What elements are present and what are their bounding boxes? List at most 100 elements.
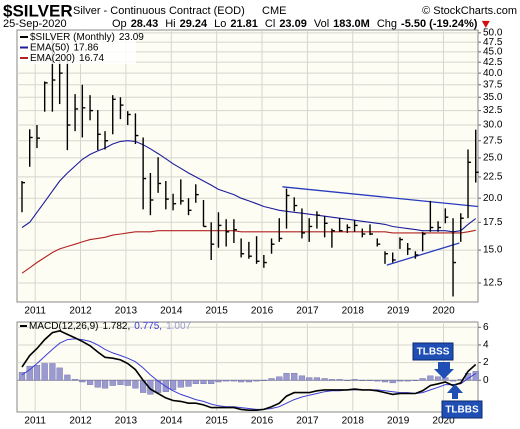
y-tick-label: 47.5 [483,37,503,48]
x-tick-label: 2013 [115,416,138,427]
legend-value: 1.007 [166,321,191,332]
x-tick-label: 2011 [24,306,46,317]
histogram-bar [86,380,94,385]
histogram-bar [33,365,41,381]
histogram-bar [276,376,283,381]
quote-label: Op [112,18,127,30]
legend-entry: $SILVER (Monthly) 23.09 [30,32,144,43]
histogram-bar [71,379,79,381]
histogram-bar [101,380,109,389]
legend-name: EMA(50) [30,42,69,53]
trend-line [282,186,479,208]
source: © StockCharts.com [422,5,517,17]
histogram-bar [396,380,404,382]
legend-value: 1.782, [102,321,130,332]
date: 25-Sep-2020 [3,18,67,30]
y-tick-label: 40.0 [483,68,503,79]
legend-name: $SILVER (Monthly) [30,32,115,43]
panel [16,321,479,413]
x-tick-label: 2017 [296,306,319,317]
histogram-bar [328,379,335,381]
annotation-label: TLBBS [445,405,479,416]
quote-label: Vol [314,18,329,30]
x-tick-label: 2013 [115,306,138,317]
legend-value: 0.775, [134,321,162,332]
x-tick-label: 2018 [342,306,365,317]
exchange: CME [262,5,286,17]
histogram-bar [351,379,358,381]
histogram-bar [298,375,306,381]
quote-label: Cl [265,18,275,30]
x-tick-label: 2012 [69,416,92,427]
histogram-bar [449,380,457,382]
x-tick-label: 2014 [160,306,183,317]
x-tick-label: 2019 [387,306,410,317]
histogram-bar [79,380,86,383]
down-icon [481,20,490,28]
histogram-bar [260,380,267,381]
quote-label: Lo [214,18,226,30]
macd-legend: MACD(12,26,9) 1.782, 0.775, 1.007 [29,321,192,332]
histogram-bar [18,372,26,381]
legend-value: 23.09 [119,32,144,43]
arrow-down [434,362,454,379]
histogram-bar [185,380,192,387]
x-tick-label: 2019 [387,416,410,427]
legend-box [18,31,136,64]
histogram-bar [306,377,313,381]
x-tick-label: 2014 [160,416,183,427]
histogram-bar [268,378,275,381]
y-tick-label: 20.0 [483,193,503,204]
annotations: TLBSS TLBBS [412,342,483,419]
y-tick-label: 17.5 [483,217,503,228]
y-tick-label: 35.0 [483,92,503,103]
histogram-bar [109,380,116,386]
x-tick-label: 2018 [342,416,365,427]
histogram-bar [56,367,63,381]
histogram-bar [94,380,101,388]
histogram-bar [366,380,374,381]
histogram-bar [389,380,396,384]
legend-value: 16.74 [79,53,104,64]
histogram-bar [49,363,56,381]
quote-value: 183.0M [333,18,370,30]
y-tick-label: 22.5 [483,172,503,183]
y-tick-label: 0 [483,375,489,386]
y-tick-label: 4 [483,340,489,351]
quote-value: -5.50 (-19.24%) [401,18,478,30]
ema-line [21,229,476,274]
macd-line [21,329,477,411]
quote-value: 28.43 [131,18,159,30]
histogram-bar [26,365,33,381]
y-tick-label: 45.0 [483,47,503,58]
legend-name: MACD(12,26,9) [29,321,98,332]
trend-line [386,242,460,266]
x-tick-label: 2017 [296,416,319,427]
legend-entry: EMA(50) 17.86 [30,42,99,53]
legend-entry: EMA(200) 16.74 [30,53,104,64]
x-tick-label: 2016 [251,416,274,427]
y-tick-label: 2 [483,357,489,368]
histogram-bar [434,376,442,381]
quote: Op 28.43 Hi 29.24 Lo 21.81 Cl 23.09 Vol 183.0M Chg… [112,18,478,30]
y-tick-label: 32.5 [483,105,503,116]
annotation-box [441,400,483,419]
histogram-bar [208,380,215,384]
histogram-bar [245,380,252,383]
y-tick-label: 42.5 [483,57,503,68]
histogram-bar [147,380,154,395]
histogram-bar [412,380,419,381]
histogram-bar [427,375,434,381]
quote-label: Hi [165,18,175,30]
arrow-up [447,384,463,399]
x-tick-label: 2011 [24,416,46,427]
histogram-bar [321,378,328,381]
histogram-bar [41,363,48,381]
quote-value: 21.81 [230,18,258,30]
histogram-bar [200,380,207,384]
y-tick-label: 27.5 [483,135,503,146]
histogram-bar [215,380,222,383]
histogram-bar [253,380,260,382]
x-tick-label: 2015 [206,306,229,317]
